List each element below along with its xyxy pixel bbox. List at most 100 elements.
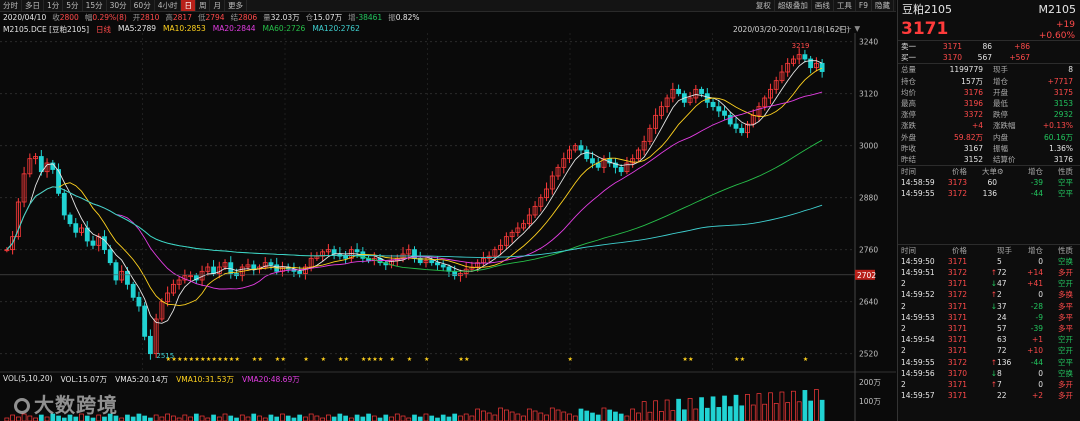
candle (699, 88, 704, 95)
candle (136, 296, 142, 307)
candle (211, 266, 216, 274)
signal-marker: ★ (235, 356, 240, 363)
cell: 卖一 (901, 42, 916, 51)
candle (567, 149, 572, 160)
volume-bar (337, 413, 343, 421)
info-label: 低 (197, 13, 206, 22)
info-label: 振 (388, 13, 396, 22)
date-range-label: 2020/03/20-2020/11/18(162日) (733, 25, 850, 34)
volume-bar (360, 416, 366, 421)
period-tab[interactable]: 30分 (107, 0, 131, 11)
volume-bar (555, 409, 561, 421)
contract-name: 豆粕2105 (902, 3, 952, 16)
candle (429, 260, 435, 264)
period-tab[interactable]: 4小时 (155, 0, 182, 11)
candle (733, 123, 739, 129)
cell: +14 (1027, 268, 1043, 277)
period-tab[interactable]: 60分 (131, 0, 155, 11)
period-tab[interactable]: 日 (181, 0, 196, 11)
toolbar-button[interactable]: 工具 (834, 0, 856, 11)
ohlc-info-bar: 2020/04/10 收2800 幅0.29%(8) 开2810 高2817 低2794… (0, 12, 896, 23)
candle (509, 231, 515, 238)
toolbar-button[interactable]: 隐藏 (872, 0, 894, 11)
period-tab[interactable]: 分时 (0, 0, 22, 11)
cell: 157万 (961, 76, 983, 86)
info-value: -38461 (355, 13, 383, 22)
volume-bar (670, 410, 676, 421)
volume-bar (354, 414, 360, 421)
volume-bar (412, 414, 417, 421)
cell: +4 (971, 121, 983, 131)
period-tab[interactable]: 周 (196, 0, 211, 11)
zoom-controls[interactable]: + − ▼ (837, 24, 861, 33)
volume-bar (331, 416, 337, 421)
volume-bar (406, 417, 412, 421)
cell: 开盘 (993, 87, 1008, 97)
volume-bar (10, 414, 15, 421)
vol-legend-item: VOL(5,10,20) (3, 374, 53, 383)
signal-marker: ★ (171, 356, 176, 363)
cell: 2932 (1053, 110, 1073, 120)
table-row: 2 3171 72 +10 空开 (898, 345, 1080, 356)
volume-bar (590, 412, 595, 421)
period-tab[interactable]: 15分 (83, 0, 107, 11)
candle (354, 249, 360, 253)
volume-bar (676, 398, 681, 421)
cell: 性质 (1058, 245, 1073, 255)
cell: 3170 (942, 53, 962, 63)
volume-bar (704, 407, 710, 421)
period-tab[interactable]: 1分 (44, 0, 64, 11)
cell: 14:59:56 (901, 368, 935, 378)
candle (113, 262, 119, 281)
toolbar-button[interactable]: F9 (856, 0, 872, 11)
period-tab[interactable]: 月 (210, 0, 225, 11)
candle (498, 244, 504, 251)
signal-marker: ★ (378, 356, 383, 363)
volume-bar (383, 414, 389, 421)
volume-bar (475, 408, 481, 421)
cell: 22 (997, 391, 1007, 401)
volume-bar (727, 406, 733, 421)
cell: 2 (901, 379, 906, 389)
table-row: 卖一 3171 86 +86 (898, 41, 1080, 52)
volume-bar (509, 411, 515, 421)
volume-bar (90, 417, 96, 421)
signal-marker: ★ (367, 356, 372, 363)
candle (647, 127, 653, 142)
volume-bar (50, 413, 56, 421)
signal-marker: ★ (424, 356, 429, 363)
toolbar-button[interactable]: 超级叠加 (775, 0, 812, 11)
cell: -39 (1030, 323, 1043, 333)
table-row: 14:59:57 3171 22 +2 多开 (898, 390, 1080, 401)
cell: 多开 (1058, 391, 1073, 401)
volume-bar (429, 415, 435, 421)
toolbar-button[interactable]: 复权 (753, 0, 775, 11)
volume-chart[interactable]: 200万 100万 (0, 371, 896, 421)
toolbar-button[interactable]: 画线 (812, 0, 834, 11)
y-tick-label: 2640 (859, 298, 878, 307)
cell: ↓ (990, 279, 997, 289)
candle (61, 192, 67, 216)
cell: 跌停 (993, 110, 1008, 120)
candle (515, 227, 521, 233)
volume-bar (745, 394, 750, 421)
candle (67, 214, 73, 225)
info-item: 幅0.29%(8) (85, 12, 127, 23)
cell: 3172 (947, 189, 967, 199)
volume-bar (739, 405, 745, 421)
period-tab[interactable]: 多日 (22, 0, 44, 11)
volume-bar (802, 390, 808, 421)
volume-bar (762, 403, 768, 421)
candle (791, 58, 796, 64)
candle (492, 249, 498, 257)
period-tab[interactable]: 5分 (63, 0, 83, 11)
signal-marker: ★ (206, 356, 211, 363)
cell: 性质 (1058, 167, 1073, 177)
cell: 14:59:55 (901, 189, 935, 199)
info-label: 收 (52, 13, 60, 22)
cell: 8 (997, 368, 1002, 378)
period-tab[interactable]: 更多 (225, 0, 247, 11)
volume-bar (371, 415, 377, 421)
candlestick-chart[interactable]: 3240 3120 3000 2880 2760 2640 2520 2702 3219 2515… (0, 33, 896, 371)
signal-marker: ★ (458, 356, 463, 363)
